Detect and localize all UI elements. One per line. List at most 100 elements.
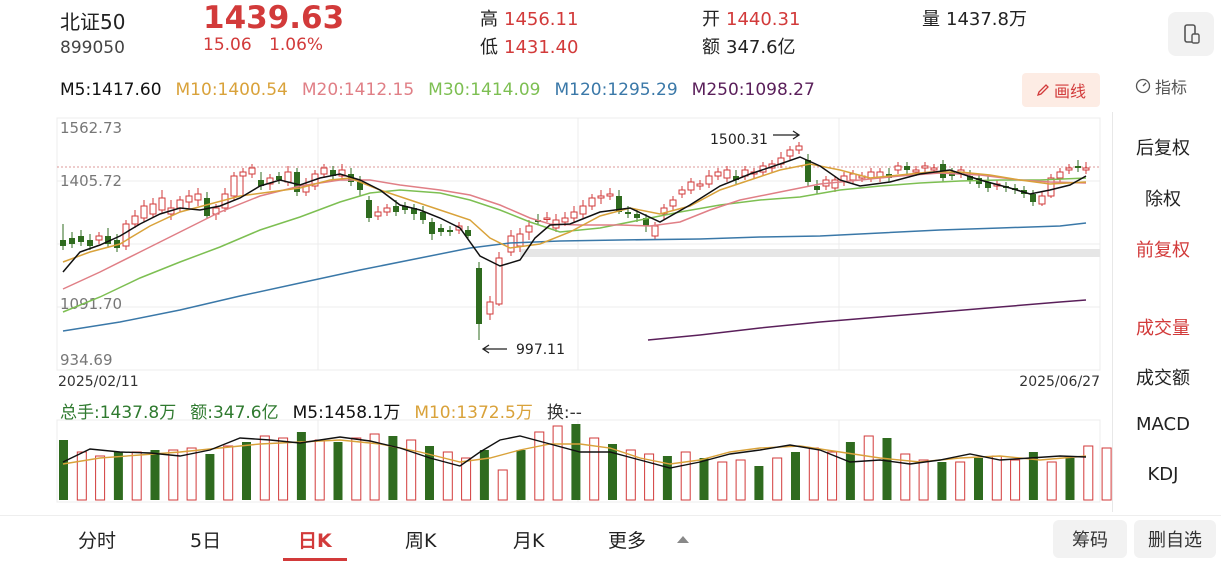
amount-label: 额 [702,37,720,58]
candle-body [495,257,503,305]
total-volume-label: 总手:1437.8万 [60,403,177,423]
low-stat: 低 1431.40 [480,33,578,59]
candle-body [561,217,569,223]
volume-bar [808,447,819,501]
candle-body [95,235,103,241]
candle-body [597,195,605,199]
last-price: 1439.63 [203,0,345,36]
candle-body [105,236,111,244]
tab-5day[interactable]: 5日 [190,530,222,552]
candle-body [239,171,247,177]
candle-body [606,193,614,197]
candle-body [465,230,471,236]
candle-body [284,171,292,183]
triangle-up-icon[interactable] [676,534,690,544]
volume-bar [900,453,911,501]
kline-chart[interactable]: 1562.73 1405.72 1091.70 934.69 2025/02/1… [0,0,1112,512]
device-switch-button[interactable] [1168,12,1214,56]
volume-bar [497,469,508,501]
tab-weekly-k[interactable]: 周K [405,530,437,552]
volume-bar [625,449,636,501]
volume-bar [425,446,434,500]
candle-body [60,240,66,246]
tab-intraday[interactable]: 分时 [78,530,117,552]
price-change-pct: 1.06% [269,35,324,55]
volume-bar [1010,459,1021,501]
candle-body [486,301,494,315]
candle-body [588,197,596,207]
candle-body [383,207,391,213]
volume-bar [131,451,142,501]
candle-body [140,205,148,219]
high-value: 1456.11 [504,9,579,30]
min-arrow-icon [481,344,507,354]
ma120-line [62,222,1087,332]
candle-body [687,181,695,191]
candle-body [131,215,139,225]
candle-body [447,230,453,232]
volume-bar [388,436,398,500]
indicator-label: 指标 [1155,78,1188,97]
indicator-button[interactable]: 指标 [1135,74,1187,98]
candle-body [294,172,300,192]
ma20-label: M20:1412.15 [301,80,415,100]
side-panel: 后复权 除权 前复权 成交量 成交额 MACD KDJ [1112,112,1212,512]
candle-body [420,212,426,220]
price-change: 15.06 [203,35,252,55]
macd-indicator-option[interactable]: MACD [1136,414,1190,435]
candle-body [122,223,130,247]
candle-body [507,235,515,253]
volume-bar [1101,447,1112,501]
ex-rights-option[interactable]: 除权 [1145,189,1181,210]
pencil-icon [1036,84,1049,97]
y-tick-label: 1091.70 [60,295,122,313]
volume-indicator-option[interactable]: 成交量 [1136,318,1190,339]
volume-bar [59,440,68,500]
tab-more[interactable]: 更多 [608,530,647,552]
volume-bar [461,457,472,501]
phone-rotate-icon [1184,24,1200,44]
ma10-line [62,163,1087,263]
amount-indicator-option[interactable]: 成交额 [1136,368,1190,389]
candle-body [805,160,811,182]
volume-amount-label: 额:347.6亿 [190,403,279,423]
volume-label: 量 [922,9,940,30]
volume-bar [406,439,417,501]
candle-body [669,199,677,207]
candle-body [194,193,202,201]
chips-button[interactable]: 筹码 [1053,520,1127,558]
candle-body [78,236,84,242]
volume-bar [552,425,563,501]
candle-body [967,176,973,180]
kdj-indicator-option[interactable]: KDJ [1147,464,1179,485]
ma-legend: M5:1417.60 M10:1400.54 M20:1412.15 M30:1… [60,80,815,100]
amount-value: 347.6亿 [726,37,796,58]
candle-body [1030,194,1036,202]
max-arrow-icon [773,130,801,140]
max-price-label: 1500.31 [710,132,768,148]
candle-body [930,167,938,171]
post-adjusted-option[interactable]: 后复权 [1136,138,1190,159]
tab-monthly-k[interactable]: 月K [513,530,545,552]
volume-stat: 量 1437.8万 [922,5,1027,31]
candle-body [1038,195,1046,205]
candle-body [366,200,372,218]
volume-bar [1065,458,1075,500]
pre-adjusted-option[interactable]: 前复权 [1136,240,1190,261]
remove-favorite-button[interactable]: 删自选 [1134,520,1216,558]
volume-bar [333,442,343,500]
candle-body [1065,167,1073,171]
volume-ma-lines [62,435,1087,469]
vol-ma10-label: M10:1372.5万 [414,403,533,423]
draw-line-button[interactable]: 画线 [1022,73,1100,107]
low-value: 1431.40 [504,37,579,58]
candle-body [525,225,533,233]
volume-bar [699,458,709,500]
candle-body [402,206,408,210]
candle-body [543,217,551,220]
volume-bar [150,450,160,500]
tab-daily-k[interactable]: 日K [298,530,332,552]
y-tick-label: 1562.73 [60,119,122,137]
candle-body [985,182,991,188]
candle-body [795,145,803,151]
